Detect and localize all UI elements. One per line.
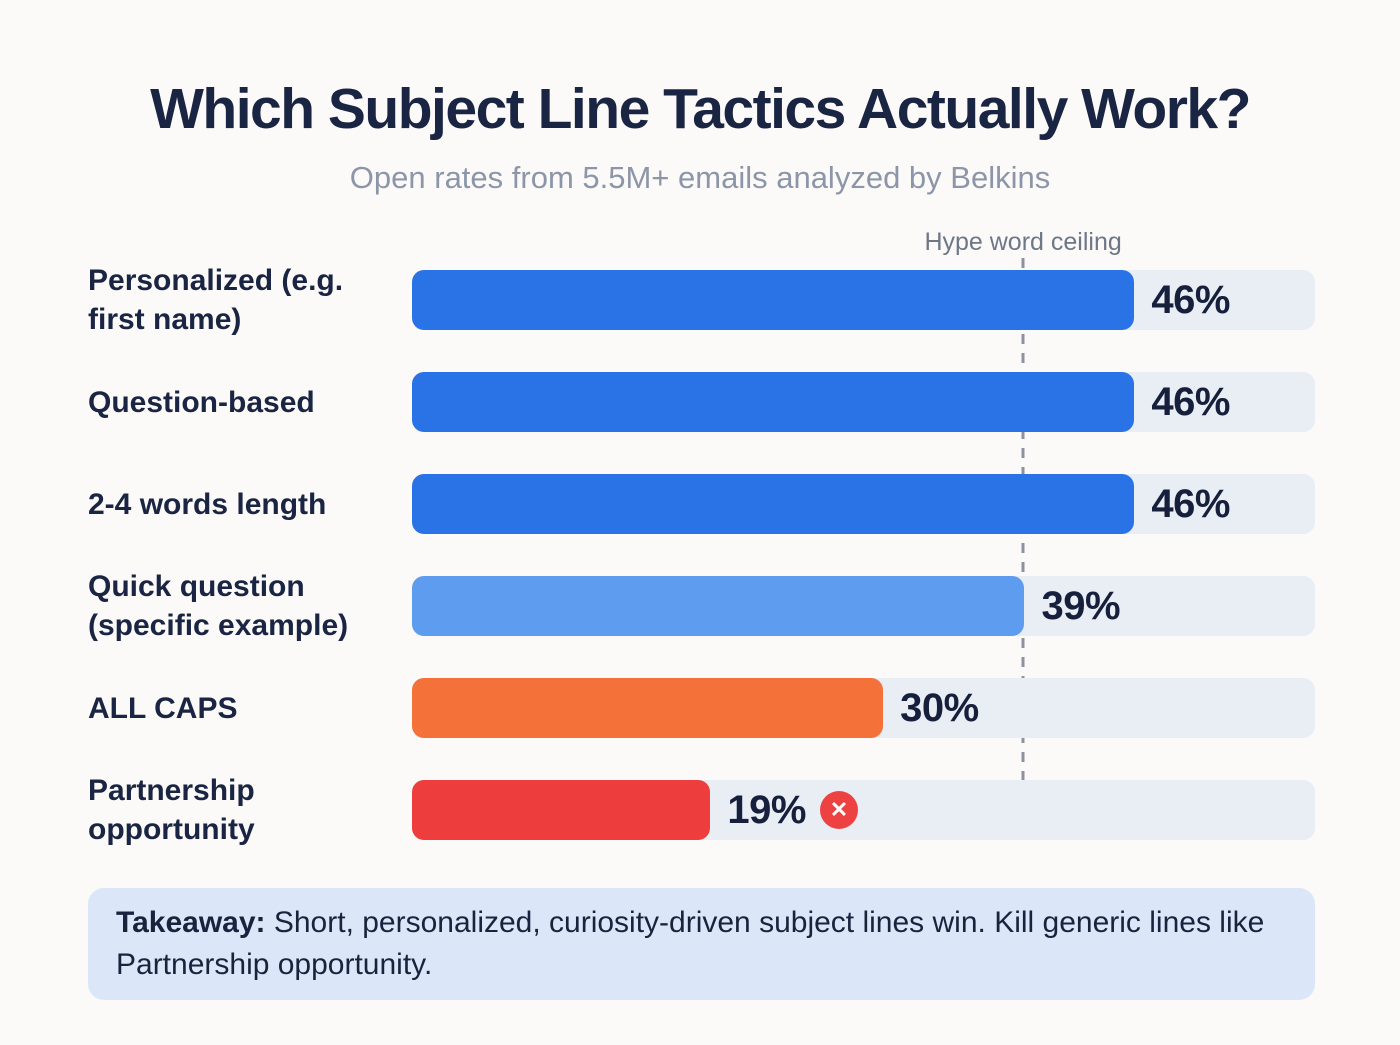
bar-row: Question-based 46%	[88, 372, 1315, 432]
takeaway-label: Takeaway:	[116, 906, 266, 939]
bar-track: 30%	[412, 678, 1315, 738]
bar-track: 46%	[412, 372, 1315, 432]
value-label: 46%	[1151, 277, 1230, 322]
page-subtitle: Open rates from 5.5M+ emails analyzed by…	[349, 160, 1051, 195]
bar-row: Personalized (e.g. first name) 46%	[88, 264, 1315, 336]
takeaway-callout: Takeaway: Short, personalized, curiosity…	[88, 888, 1315, 1000]
bar-fill	[412, 576, 1025, 636]
bar-row: Partnership opportunity 19% ✕	[88, 774, 1315, 846]
rejected-x-icon: ✕	[819, 791, 858, 829]
bar-track: 19% ✕	[412, 780, 1315, 840]
category-label: Personalized (e.g. first name)	[88, 264, 344, 336]
value-label: 30%	[900, 685, 979, 730]
hype-ceiling-line	[1021, 258, 1025, 842]
value-label: 46%	[1151, 379, 1230, 424]
bar-row: ALL CAPS 30%	[88, 678, 1315, 738]
category-label: ALL CAPS	[88, 691, 238, 725]
page-title: Which Subject Line Tactics Actually Work…	[150, 77, 1251, 141]
value-label: 19%	[727, 787, 806, 832]
bar-fill	[412, 372, 1135, 432]
takeaway-text: Short, personalized, curiosity-driven su…	[116, 906, 1265, 981]
value-label: 46%	[1151, 481, 1230, 526]
bar-fill	[412, 474, 1135, 534]
bar-chart: Personalized (e.g. first name) 46% Quest…	[88, 264, 1315, 846]
bar-track: 46%	[412, 270, 1315, 330]
category-label: Question-based	[88, 385, 315, 419]
category-label: Partnership opportunity	[88, 774, 255, 846]
category-label: Quick question (specific example)	[88, 570, 349, 642]
bar-row: Quick question (specific example) 39%	[88, 570, 1315, 642]
bar-fill	[412, 780, 711, 840]
bar-fill	[412, 270, 1135, 330]
bar-fill	[412, 678, 884, 738]
hype-ceiling-label: Hype word ceiling	[924, 228, 1122, 256]
category-label: 2-4 words length	[88, 487, 327, 521]
bar-track: 39%	[412, 576, 1315, 636]
bar-track: 46%	[412, 474, 1315, 534]
bar-row: 2-4 words length 46%	[88, 474, 1315, 534]
value-label: 39%	[1041, 583, 1121, 628]
